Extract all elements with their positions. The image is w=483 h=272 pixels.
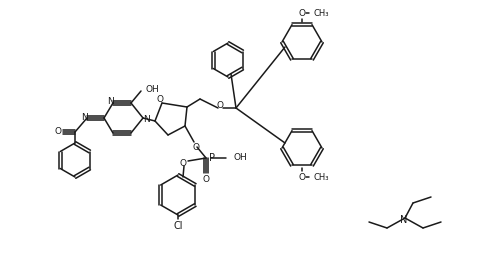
Text: CH₃: CH₃ [313,8,328,17]
Text: O: O [156,94,164,104]
Text: O: O [180,159,186,168]
Text: Cl: Cl [173,221,183,231]
Text: O: O [298,172,306,181]
Text: N: N [400,215,408,225]
Text: N: N [81,113,87,122]
Text: OH: OH [145,85,159,94]
Text: N: N [108,97,114,107]
Text: CH₃: CH₃ [313,172,328,181]
Text: O: O [193,143,199,152]
Text: N: N [142,115,149,123]
Text: O: O [55,128,61,137]
Text: O: O [216,100,224,110]
Text: O: O [202,175,210,184]
Text: OH: OH [234,153,248,162]
Text: O: O [298,8,306,17]
Text: P: P [209,153,215,163]
